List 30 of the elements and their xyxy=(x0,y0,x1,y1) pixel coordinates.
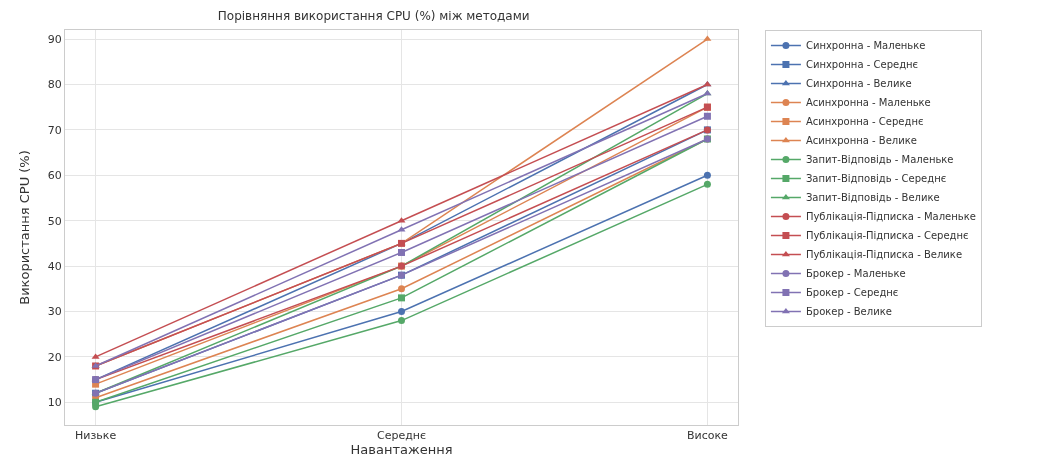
y-tick-label: 90 xyxy=(47,32,62,46)
legend-label: Асинхронна - Маленьке xyxy=(805,97,931,109)
legend-label: Запит-Відповідь - Велике xyxy=(805,192,940,204)
chart-title: Порівняння використання CPU (%) між методами xyxy=(217,9,530,24)
x-tick-label: Середнє xyxy=(376,429,427,443)
legend-label: Синхронна - Середнє xyxy=(805,59,919,71)
y-tick-label: 20 xyxy=(47,350,62,364)
y-tick-label: 50 xyxy=(47,214,62,228)
y-axis-title: Використання CPU (%) xyxy=(16,150,32,305)
x-tick-label: Низьке xyxy=(75,429,117,443)
y-tick-label: 60 xyxy=(47,169,62,183)
y-tick-label: 80 xyxy=(47,78,62,92)
y-tick-label: 30 xyxy=(47,305,62,319)
legend-label: Асинхронна - Середнє xyxy=(805,116,924,128)
legend-label: Публікація-Підписка - Маленьке xyxy=(805,211,976,223)
x-tick-label: Високе xyxy=(686,429,729,443)
legend-label: Запит-Відповідь - Маленьке xyxy=(805,154,954,166)
legend-label: Брокер - Маленьке xyxy=(805,268,906,280)
legend-label: Синхронна - Велике xyxy=(805,78,912,90)
y-tick-label: 10 xyxy=(47,396,62,410)
legend-label: Публікація-Підписка - Велике xyxy=(805,249,963,261)
x-axis-title: Навантаження xyxy=(350,442,453,458)
y-tick-label: 70 xyxy=(47,123,62,137)
legend-label: Синхронна - Маленьке xyxy=(805,40,926,52)
legend-label: Брокер - Середнє xyxy=(805,287,899,299)
y-tick-label: 40 xyxy=(47,259,62,273)
legend-label: Брокер - Велике xyxy=(805,306,892,318)
legend-label: Публікація-Підписка - Середнє xyxy=(805,230,969,242)
legend-label: Асинхронна - Велике xyxy=(805,135,917,147)
legend-label: Запит-Відповідь - Середнє xyxy=(805,173,947,185)
